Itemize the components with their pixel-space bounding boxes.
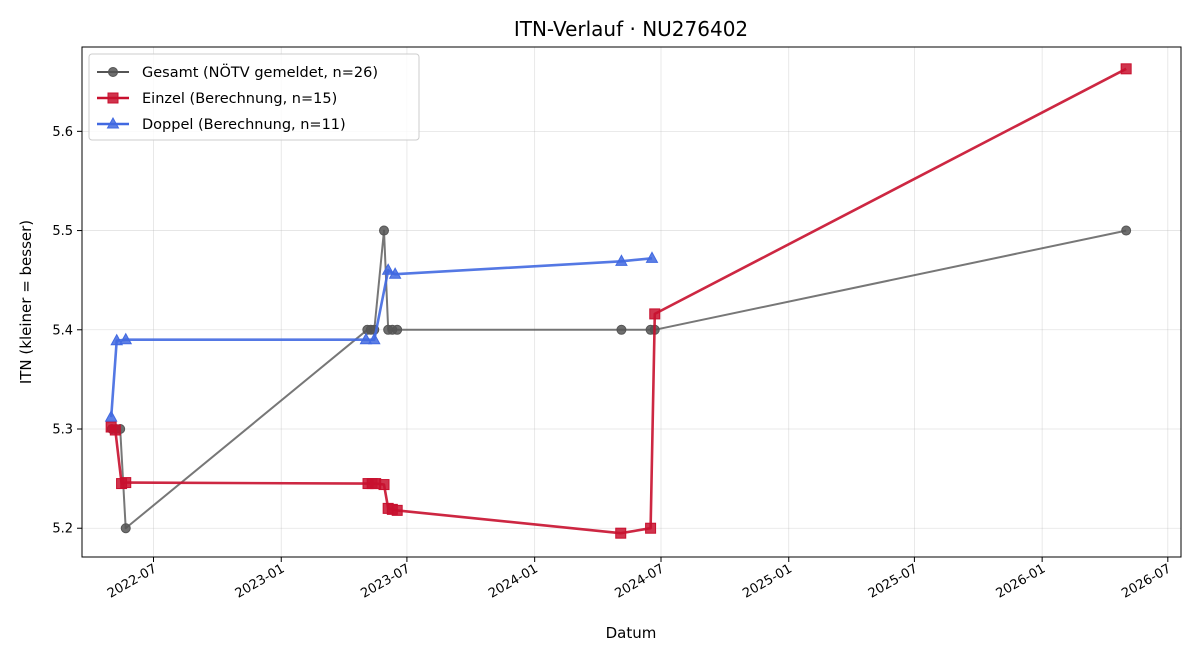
y-axis-title: ITN (kleiner = besser)	[17, 220, 35, 384]
data-point	[367, 332, 381, 345]
data-point	[649, 308, 661, 320]
data-point	[616, 324, 627, 335]
x-axis-title: Datum	[606, 624, 657, 642]
data-point	[104, 410, 118, 422]
legend-label: Gesamt (NÖTV gemeldet, n=26)	[142, 63, 378, 81]
data-point	[109, 424, 121, 436]
data-point	[378, 225, 389, 236]
chart-title: ITN-Verlauf · NU276402	[514, 17, 748, 41]
data-point	[615, 527, 627, 539]
data-point	[110, 333, 124, 346]
legend-label: Einzel (Berechnung, n=15)	[142, 91, 337, 107]
data-point	[615, 254, 628, 266]
legend-label: Doppel (Berechnung, n=11)	[142, 117, 346, 133]
y-tick-label: 5.3	[52, 423, 73, 438]
data-point	[645, 522, 657, 534]
legend-swatch-marker	[106, 116, 120, 129]
y-tick-label: 5.5	[52, 224, 73, 239]
y-tick-label: 5.4	[52, 323, 73, 338]
legend-swatch-marker	[108, 67, 118, 77]
y-axis: 5.2 5.3 5.4 5.5 5.6	[52, 125, 82, 537]
data-point	[391, 504, 403, 516]
legend-item: Gesamt (NÖTV gemeldet, n=26)	[97, 63, 378, 81]
legend: Gesamt (NÖTV gemeldet, n=26) Einzel (Bere…	[88, 53, 420, 141]
y-tick-label: 5.6	[52, 125, 73, 140]
legend-item: Einzel (Berechnung, n=15)	[97, 91, 337, 107]
data-point	[388, 267, 402, 279]
legend-item: Doppel (Berechnung, n=11)	[97, 116, 346, 133]
data-point	[119, 332, 133, 345]
data-point	[120, 523, 131, 534]
data-point	[645, 251, 659, 263]
series-doppel	[104, 251, 659, 422]
data-point	[381, 263, 395, 275]
data-point	[378, 479, 390, 491]
data-point	[120, 477, 132, 489]
legend-swatch-marker	[107, 92, 119, 104]
legend-box	[88, 53, 420, 141]
y-tick-label: 5.2	[52, 522, 73, 537]
series-layer	[104, 63, 1132, 539]
data-point	[392, 324, 403, 335]
series-einzel	[105, 63, 1132, 539]
data-point	[359, 332, 373, 345]
plot-frame	[81, 46, 1182, 558]
data-point	[1121, 225, 1132, 236]
data-point	[1120, 63, 1132, 75]
